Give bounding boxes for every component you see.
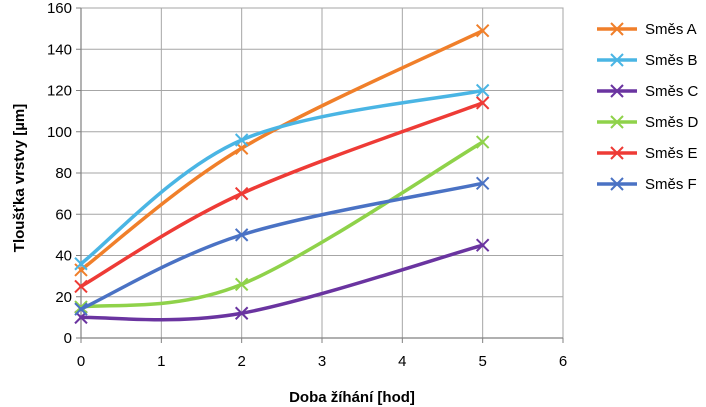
- y-tick-label: 120: [47, 83, 72, 100]
- legend-marker: [610, 84, 624, 98]
- series-line: [79, 101, 485, 289]
- y-tick-label: 40: [55, 248, 72, 265]
- data-point-marker: [74, 279, 88, 294]
- data-point-marker: [234, 228, 249, 242]
- axes: [76, 7, 564, 343]
- data-point-marker: [74, 263, 88, 277]
- legend-entry: Směs C: [597, 83, 699, 100]
- legend-entry: Směs E: [597, 145, 698, 162]
- y-tick-label: 100: [47, 124, 72, 141]
- data-point-marker: [234, 306, 249, 320]
- legend-label: Směs B: [645, 52, 698, 69]
- legend-label: Směs D: [645, 114, 699, 131]
- x-tick-label: 0: [77, 353, 85, 370]
- y-tick-label: 0: [64, 330, 72, 347]
- series-směs-f: [74, 176, 490, 316]
- x-tick-label: 3: [318, 353, 326, 370]
- legend-label: Směs C: [645, 83, 699, 100]
- legend-entry: Směs F: [597, 176, 697, 193]
- y-axis-label: Tloušťka vrstvy [µm]: [11, 104, 28, 252]
- series-směs-a: [74, 23, 490, 277]
- legend-marker: [610, 22, 624, 36]
- x-tick-label: 1: [157, 353, 165, 370]
- data-point-marker: [475, 96, 490, 110]
- legend-label: Směs F: [645, 176, 697, 193]
- legend-entry: Směs A: [597, 21, 697, 38]
- y-tick-label: 20: [55, 289, 72, 306]
- data-point-marker: [475, 176, 490, 191]
- data-point-marker: [475, 23, 490, 38]
- y-tick-label: 60: [55, 206, 72, 223]
- data-point-marker: [234, 186, 249, 201]
- legend-entry: Směs D: [597, 114, 699, 131]
- data-point-marker: [74, 302, 88, 316]
- series-směs-b: [74, 83, 490, 271]
- y-tick-label: 80: [55, 165, 72, 182]
- legend-label: Směs E: [645, 145, 698, 162]
- legend-marker: [610, 177, 624, 191]
- data-point-marker: [475, 238, 490, 252]
- data-point-marker: [234, 277, 249, 292]
- x-tick-labels: 0 1 2 3 4 5 6: [77, 353, 567, 370]
- x-tick-label: 2: [237, 353, 245, 370]
- series-line: [79, 140, 485, 309]
- data-point-marker: [475, 135, 490, 149]
- series-line: [79, 243, 485, 322]
- legend-label: Směs A: [645, 21, 697, 38]
- legend-marker: [610, 53, 624, 67]
- legend: Směs A Směs B Směs C Směs D Směs E Směs F: [597, 21, 699, 193]
- series-směs-d: [74, 135, 490, 314]
- data-point-marker: [74, 257, 88, 271]
- series-lines: [74, 23, 490, 325]
- data-point-marker: [475, 83, 490, 98]
- series-směs-e: [74, 96, 490, 294]
- legend-entry: Směs B: [597, 52, 698, 69]
- x-tick-label: 6: [559, 353, 567, 370]
- data-point-marker: [234, 133, 249, 147]
- x-axis-label: Doba žíhání [hod]: [289, 389, 415, 406]
- x-tick-label: 5: [478, 353, 486, 370]
- y-tick-label: 140: [47, 41, 72, 58]
- data-point-marker: [74, 300, 88, 314]
- legend-marker: [610, 115, 624, 129]
- y-tick-labels: 0 20 40 60 80 100 120 140 160: [47, 0, 72, 347]
- y-tick-label: 160: [47, 0, 72, 17]
- legend-marker: [610, 146, 624, 160]
- x-tick-label: 4: [398, 353, 406, 370]
